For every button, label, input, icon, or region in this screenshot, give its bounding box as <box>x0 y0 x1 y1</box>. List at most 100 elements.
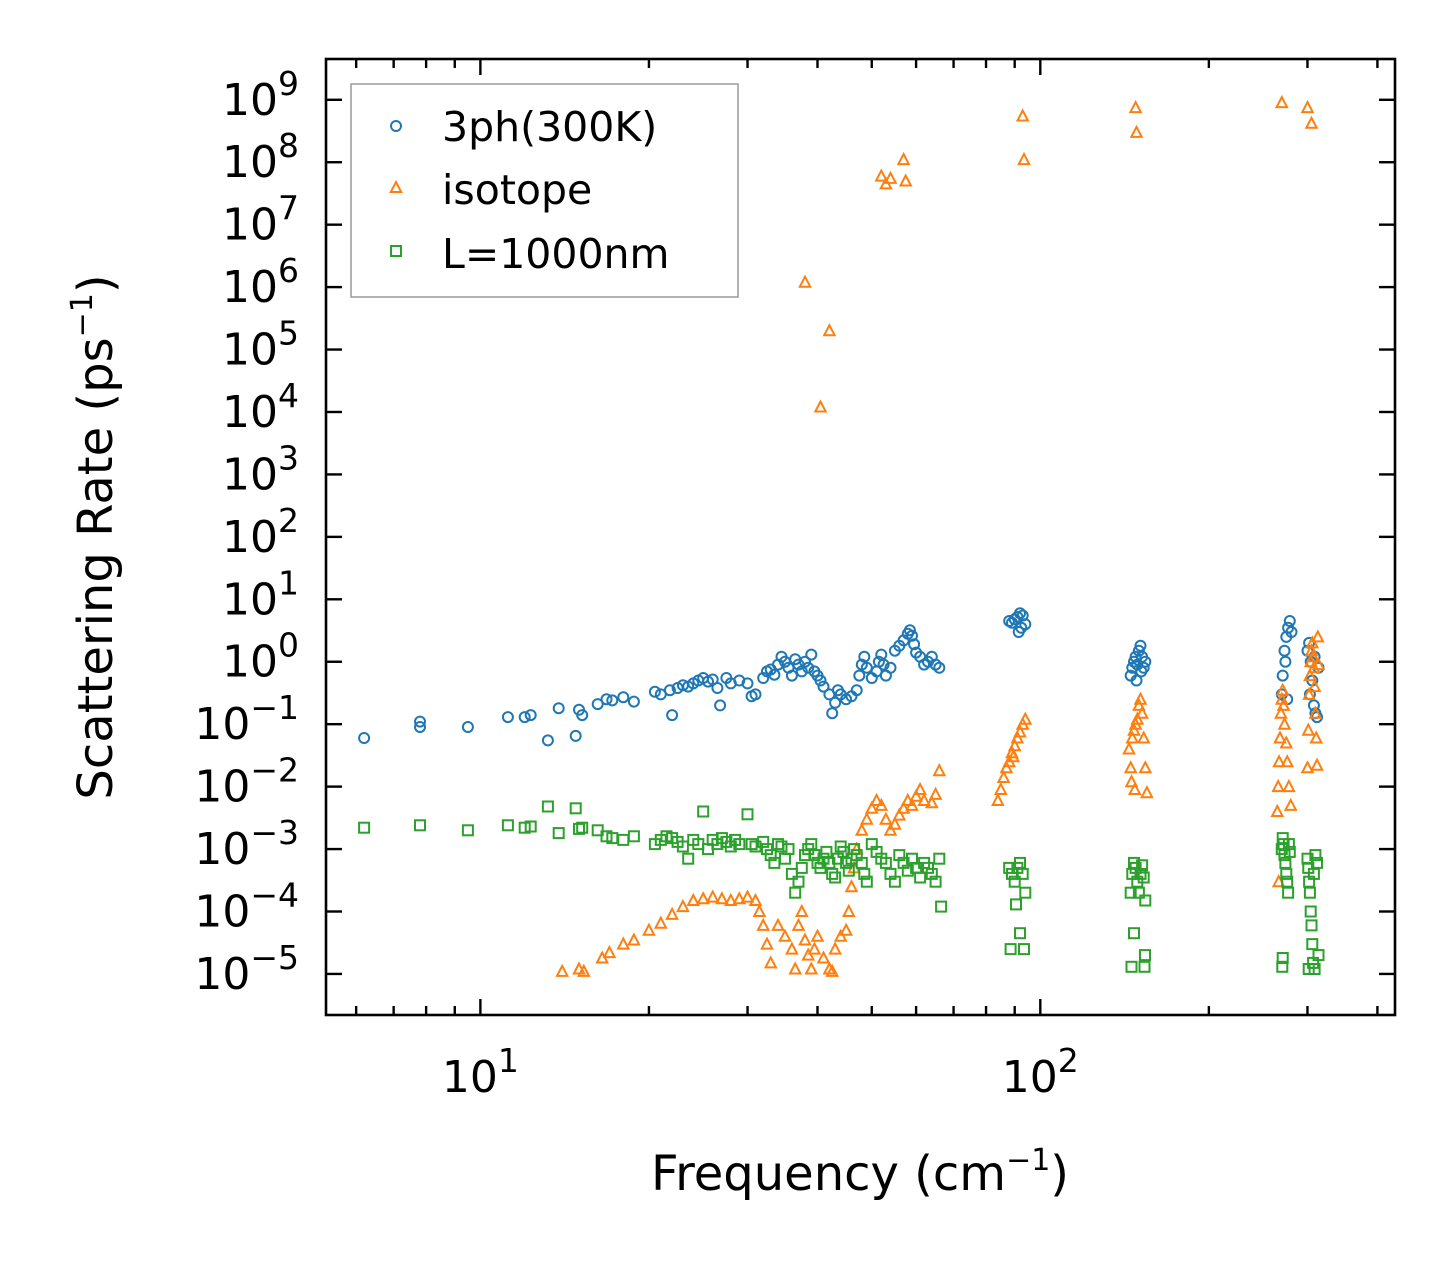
data-point <box>822 323 837 337</box>
data-point <box>805 648 818 661</box>
data-point <box>1018 711 1033 725</box>
data-point <box>1306 938 1319 951</box>
data-point <box>914 871 927 884</box>
y-axis-label: Scattering Rate (ps−1) <box>65 274 124 799</box>
data-point <box>1282 886 1295 899</box>
data-point <box>1129 124 1144 138</box>
data-point <box>993 781 1008 795</box>
data-point <box>879 811 893 825</box>
data-point <box>764 849 777 862</box>
data-point <box>1122 741 1136 755</box>
data-point <box>1132 886 1145 899</box>
data-point <box>1019 886 1032 899</box>
legend-label-isotope: isotope <box>442 166 592 214</box>
data-point <box>768 668 781 681</box>
data-point <box>752 903 767 917</box>
data-point <box>711 682 724 694</box>
tick-labels: 10−510−410−310−210−110010110210310410510… <box>194 64 1078 1103</box>
data-point <box>414 715 426 728</box>
data-point <box>1306 649 1320 663</box>
data-point <box>896 800 911 814</box>
data-point <box>901 864 914 877</box>
data-point <box>859 811 874 825</box>
data-point <box>896 151 911 166</box>
data-point <box>686 892 701 906</box>
y-tick-label: 10−4 <box>194 876 299 938</box>
data-point <box>1139 655 1152 668</box>
data-point <box>858 867 871 880</box>
data-point <box>1304 905 1317 918</box>
data-point <box>785 941 799 955</box>
data-point <box>1279 735 1294 749</box>
y-tick-label: 102 <box>222 501 299 563</box>
data-point <box>924 795 939 809</box>
data-point <box>1135 665 1148 678</box>
data-point <box>782 843 795 856</box>
y-tick-label: 107 <box>222 189 299 251</box>
data-point <box>1136 730 1151 744</box>
data-point <box>1014 607 1026 620</box>
data-point <box>627 830 640 843</box>
data-point <box>1128 99 1143 114</box>
data-point <box>1311 656 1326 671</box>
data-points <box>358 94 1326 977</box>
data-point <box>1278 644 1291 657</box>
data-point <box>414 721 426 733</box>
data-point <box>785 669 798 682</box>
data-point <box>1303 667 1317 682</box>
data-point <box>795 861 808 874</box>
data-point <box>1276 697 1291 711</box>
data-point <box>1308 963 1321 975</box>
data-point <box>1283 845 1296 858</box>
data-point <box>1010 898 1022 911</box>
data-point <box>883 170 898 184</box>
data-point <box>905 797 919 811</box>
data-point <box>740 889 755 903</box>
data-point <box>358 732 371 744</box>
data-point <box>1015 621 1028 634</box>
data-point <box>414 819 426 832</box>
data-point <box>1130 674 1143 687</box>
x-tick-label: 102 <box>1002 1041 1079 1103</box>
data-point <box>569 802 582 815</box>
data-point <box>1271 778 1286 793</box>
data-point <box>723 892 738 906</box>
data-point <box>1008 875 1021 888</box>
data-point <box>828 941 842 955</box>
data-point <box>802 661 815 674</box>
data-point <box>788 961 803 975</box>
data-point <box>771 917 785 931</box>
data-point <box>602 944 617 959</box>
data-point <box>1285 626 1298 638</box>
data-point <box>932 763 947 777</box>
data-point <box>1125 730 1140 744</box>
data-point <box>1018 943 1030 956</box>
data-point <box>1312 949 1325 962</box>
data-point <box>909 788 923 802</box>
y-tick-label: 109 <box>222 64 299 126</box>
data-point <box>841 903 856 917</box>
legend-marker-boundary <box>390 245 402 257</box>
data-point <box>884 661 897 674</box>
data-point <box>814 674 827 687</box>
data-point <box>665 906 679 920</box>
data-point <box>883 822 898 836</box>
data-point <box>461 824 474 837</box>
data-point <box>826 867 839 880</box>
data-point <box>1305 919 1318 932</box>
data-point <box>1125 960 1138 973</box>
data-point <box>844 879 859 893</box>
y-tick-label: 108 <box>222 126 299 188</box>
data-point <box>858 650 871 663</box>
y-tick-label: 10−5 <box>194 938 299 1000</box>
data-point <box>1132 697 1146 711</box>
data-point <box>591 698 604 711</box>
data-point <box>826 707 839 720</box>
data-point <box>888 816 902 830</box>
data-point <box>1304 115 1319 129</box>
data-point <box>732 891 747 905</box>
legend-marker-isotope <box>389 179 403 193</box>
data-point <box>1309 849 1322 862</box>
data-point <box>1302 686 1316 700</box>
data-point <box>1127 781 1142 795</box>
